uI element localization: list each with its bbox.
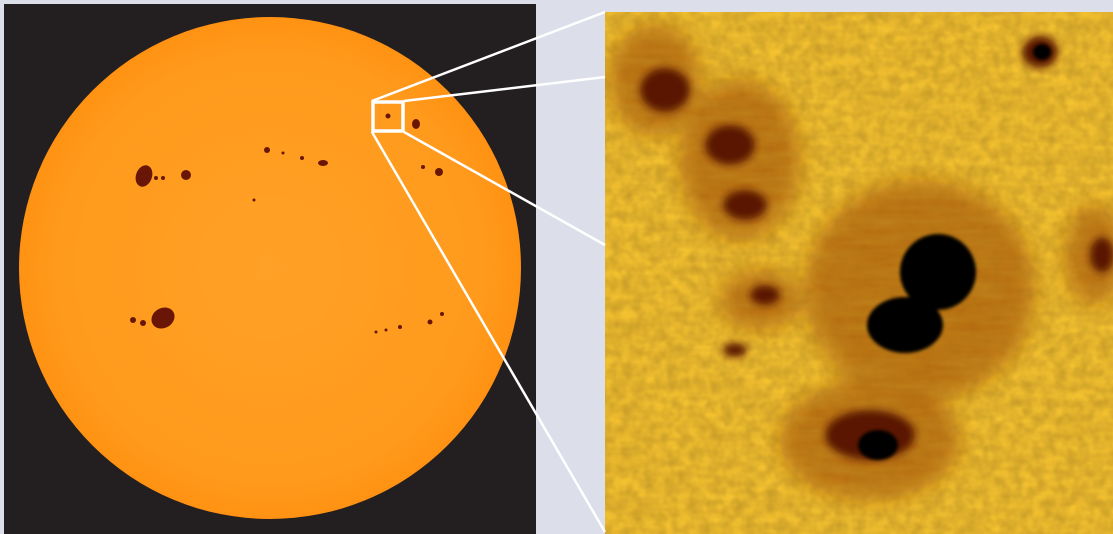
zoom-line bbox=[403, 75, 606, 103]
sunspot bbox=[435, 168, 443, 176]
sunspot bbox=[264, 147, 270, 153]
zoom-line bbox=[370, 131, 607, 533]
sunspot bbox=[384, 328, 388, 332]
sunspot bbox=[421, 165, 425, 169]
sunspot bbox=[374, 330, 378, 334]
zoom-indicator bbox=[370, 10, 607, 533]
sunspot bbox=[151, 307, 175, 329]
zoom-line bbox=[371, 10, 606, 103]
zoom-panel bbox=[605, 12, 1113, 534]
sunspot bbox=[440, 312, 444, 316]
sunspot bbox=[398, 325, 402, 329]
sunspot bbox=[140, 320, 146, 326]
sunspots bbox=[130, 113, 444, 334]
sunspot bbox=[161, 176, 165, 180]
sunspot bbox=[412, 119, 420, 129]
sunspot bbox=[135, 165, 153, 187]
sunspot bbox=[385, 113, 391, 119]
sunspot bbox=[427, 319, 433, 325]
sunspot bbox=[252, 198, 256, 202]
umbrae bbox=[858, 44, 1051, 460]
sun-disk bbox=[19, 17, 521, 519]
sunspot bbox=[154, 176, 158, 180]
sunspot bbox=[181, 170, 191, 180]
sunspot bbox=[300, 156, 304, 160]
sunspot bbox=[318, 160, 328, 166]
sunspot bbox=[281, 151, 285, 155]
zoom-line bbox=[403, 130, 606, 247]
zoom-box bbox=[371, 100, 405, 133]
sunspot bbox=[130, 317, 136, 323]
